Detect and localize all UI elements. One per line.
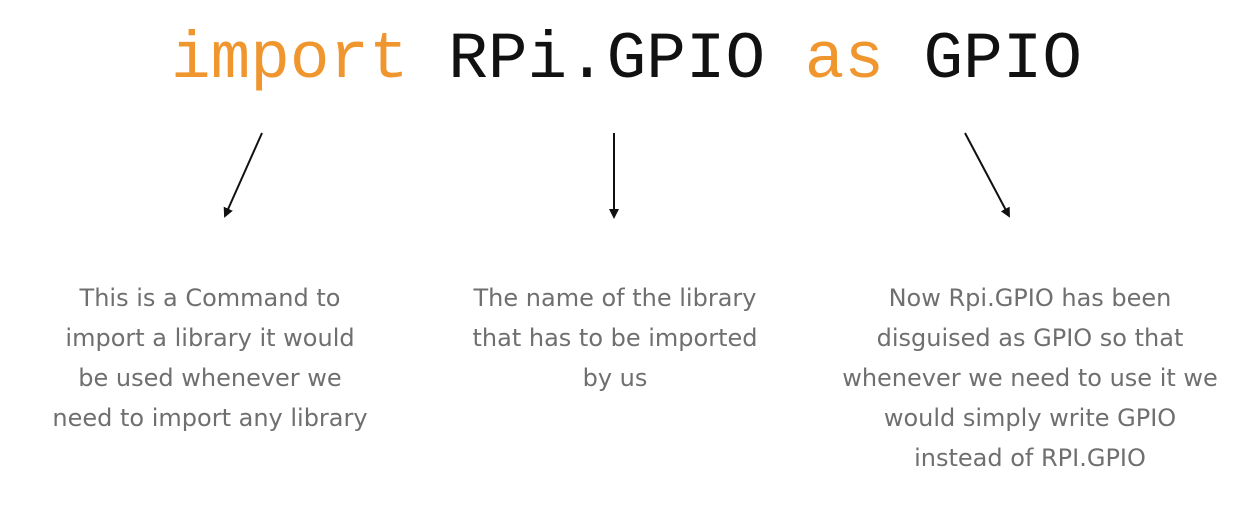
annotation-line: would simply write GPIO — [883, 404, 1177, 432]
annotation-line: This is a Command to — [79, 284, 341, 312]
annotation-line: whenever we need to use it we — [842, 364, 1218, 392]
annotation-line: import a library it would — [65, 324, 355, 352]
annotation-import-command: This is a Command to import a library it… — [10, 278, 410, 438]
annotation-line: The name of the library — [473, 284, 757, 312]
annotation-line: that has to be imported — [472, 324, 758, 352]
arrow-alias — [964, 132, 1010, 218]
annotation-line: Now Rpi.GPIO has been — [888, 284, 1172, 312]
annotation-library-name: The name of the library that has to be i… — [415, 278, 815, 398]
annotation-line: by us — [582, 364, 648, 392]
annotation-line: be used whenever we — [78, 364, 342, 392]
annotation-line: need to import any library — [52, 404, 368, 432]
module-name: RPi.GPIO — [448, 22, 766, 97]
annotation-line: instead of RPI.GPIO — [914, 444, 1146, 472]
code-statement: import RPi.GPIO as GPIO — [0, 20, 1253, 100]
keyword-import: import — [171, 22, 409, 97]
keyword-as: as — [804, 22, 884, 97]
annotation-alias: Now Rpi.GPIO has been disguised as GPIO … — [815, 278, 1245, 478]
annotation-line: disguised as GPIO so that — [876, 324, 1184, 352]
module-alias: GPIO — [923, 22, 1082, 97]
arrow-import — [223, 132, 263, 218]
